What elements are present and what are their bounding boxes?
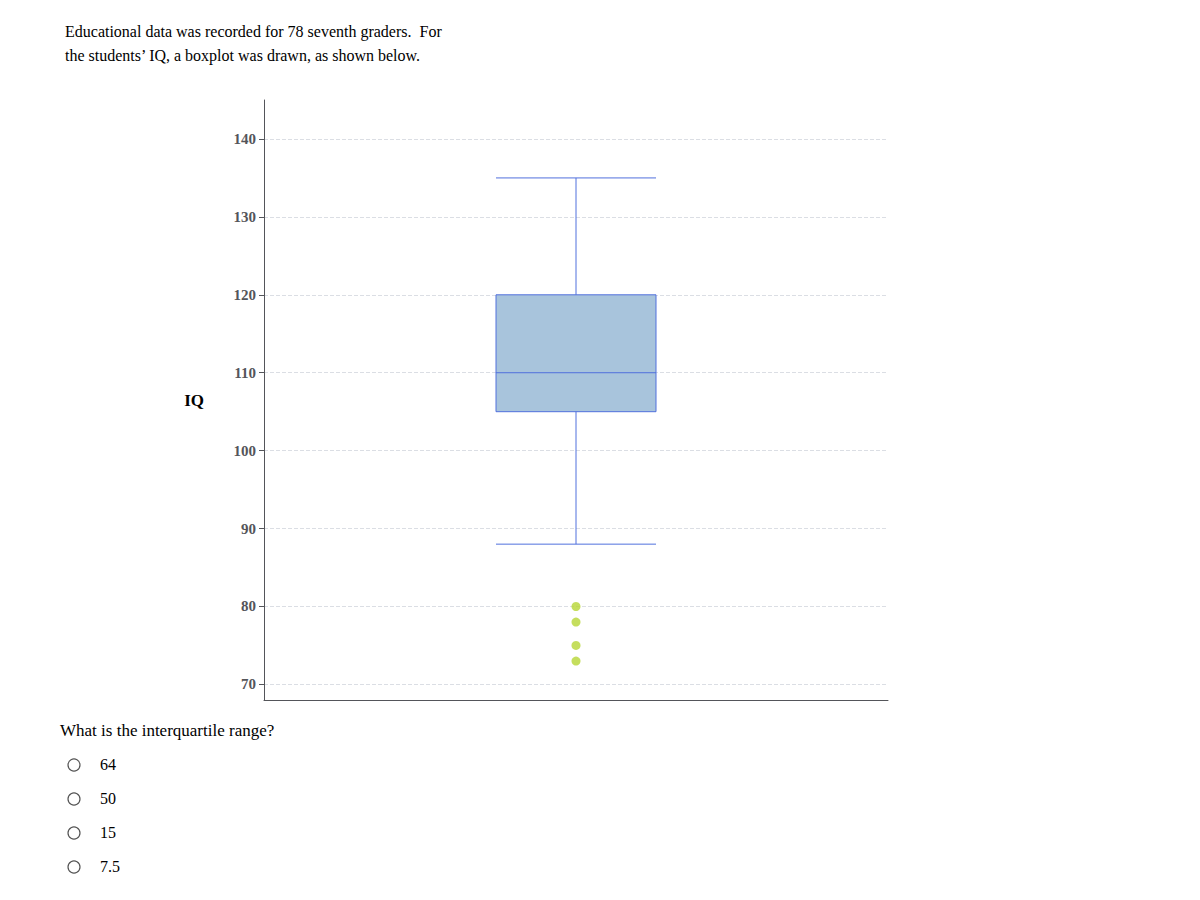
svg-text:the students’ IQ, a boxplot wa: the students’ IQ, a boxplot was drawn, a…: [65, 47, 420, 65]
svg-text:64: 64: [100, 756, 116, 773]
svg-text:7.5: 7.5: [100, 858, 120, 875]
svg-text:140: 140: [234, 131, 257, 147]
svg-text:120: 120: [234, 287, 257, 303]
svg-text:50: 50: [100, 790, 116, 807]
svg-text:IQ: IQ: [184, 391, 204, 410]
svg-text:80: 80: [241, 598, 256, 614]
svg-text:Educational data was recorded: Educational data was recorded for 78 sev…: [65, 23, 442, 41]
svg-text:What is the interquartile rang: What is the interquartile range?: [60, 721, 274, 740]
svg-text:130: 130: [234, 209, 257, 225]
svg-text:70: 70: [241, 676, 256, 692]
svg-text:110: 110: [234, 365, 256, 381]
svg-text:100: 100: [234, 443, 257, 459]
svg-text:15: 15: [100, 824, 116, 841]
svg-text:90: 90: [241, 521, 256, 537]
